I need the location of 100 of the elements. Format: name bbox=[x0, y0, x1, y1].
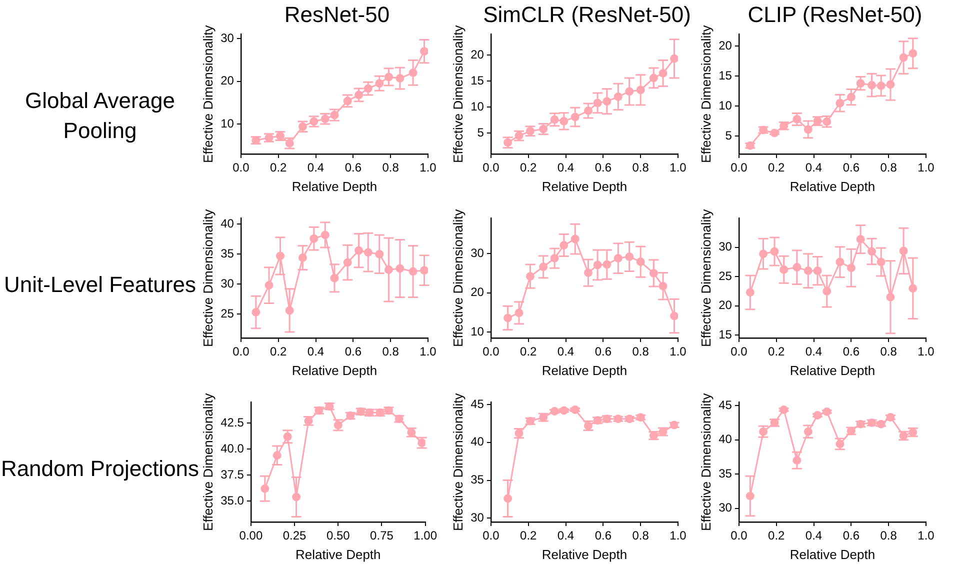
x-tick-label: 1.0 bbox=[918, 528, 935, 543]
y-axis-title: Effective Dimensionality bbox=[450, 208, 466, 347]
y-tick-label: 37.5 bbox=[220, 467, 244, 482]
x-tick-label: 0.0 bbox=[482, 344, 500, 359]
x-tick-label: 0.4 bbox=[307, 160, 324, 175]
x-tick-label: 0.0 bbox=[482, 528, 500, 543]
x-tick-label: 0.8 bbox=[880, 528, 898, 543]
x-tick-label: 0.2 bbox=[520, 160, 538, 175]
x-tick-label: 0.0 bbox=[482, 160, 500, 175]
y-tick-label: 35.0 bbox=[220, 493, 244, 508]
x-tick-label: 0.4 bbox=[805, 528, 822, 543]
x-tick-label: 1.0 bbox=[918, 344, 935, 359]
x-tick-label: 0.6 bbox=[842, 160, 860, 175]
y-tick-label: 40.0 bbox=[220, 441, 244, 456]
y-tick-label: 20 bbox=[220, 74, 234, 88]
x-tick-label: 0.6 bbox=[842, 344, 860, 359]
y-axis-title: Effective Dimensionality bbox=[200, 208, 216, 347]
x-tick-label: 0.8 bbox=[632, 160, 650, 175]
x-tick-label: 0.6 bbox=[594, 344, 612, 359]
y-tick-label: 15 bbox=[718, 327, 732, 342]
x-tick-label: 1.0 bbox=[918, 160, 935, 175]
y-tick-label: 25 bbox=[718, 268, 732, 283]
y-tick-label: 30 bbox=[718, 240, 732, 254]
y-tick-label: 45 bbox=[470, 396, 484, 411]
x-axis-title: Relative Depth bbox=[542, 546, 628, 562]
y-tick-label: 35 bbox=[470, 472, 484, 487]
x-tick-label: 0.6 bbox=[344, 344, 362, 359]
y-tick-label: 20 bbox=[718, 38, 732, 52]
text: Unit-Level Features bbox=[3, 271, 197, 299]
x-axis-title: Relative Depth bbox=[292, 362, 378, 378]
y-tick-label: 30 bbox=[470, 246, 484, 260]
y-axis-title: Effective Dimensionality bbox=[450, 392, 466, 531]
x-tick-label: 0.2 bbox=[270, 160, 288, 175]
x-axis-title: Relative Depth bbox=[542, 362, 628, 378]
y-tick-label: 20 bbox=[718, 298, 732, 312]
x-tick-label: 0.2 bbox=[768, 528, 786, 543]
x-tick-label: 0.8 bbox=[880, 344, 898, 359]
y-axis-title: Effective Dimensionality bbox=[698, 208, 714, 347]
x-tick-label: 0.8 bbox=[632, 344, 650, 359]
x-tick-label: 1.0 bbox=[670, 344, 687, 359]
x-tick-label: 0.4 bbox=[307, 344, 324, 359]
x-axis-title: Relative Depth bbox=[790, 362, 876, 378]
x-tick-label: 1.0 bbox=[670, 160, 687, 175]
y-tick-label: 35 bbox=[220, 246, 234, 260]
y-tick-label: 10 bbox=[220, 116, 234, 130]
y-axis-title: Effective Dimensionality bbox=[450, 24, 466, 163]
y-tick-label: 20 bbox=[470, 47, 484, 62]
x-axis-title: Relative Depth bbox=[296, 546, 381, 562]
y-tick-label: 40 bbox=[470, 434, 484, 449]
y-axis-title: Effective Dimensionality bbox=[698, 24, 714, 163]
x-tick-label: 0.8 bbox=[382, 344, 400, 359]
y-tick-label: 25 bbox=[220, 306, 234, 320]
y-tick-label: 30 bbox=[718, 500, 732, 515]
x-tick-label: 0.50 bbox=[326, 528, 350, 543]
y-tick-label: 40 bbox=[220, 216, 234, 231]
x-tick-label: 0.4 bbox=[805, 160, 822, 175]
x-tick-label: 0.0 bbox=[232, 344, 250, 359]
x-tick-label: 0.2 bbox=[768, 344, 786, 359]
y-tick-label: 5 bbox=[725, 128, 732, 142]
y-axis-title: Effective Dimensionality bbox=[200, 24, 216, 163]
y-tick-label: 30 bbox=[220, 276, 234, 290]
x-tick-label: 0.6 bbox=[594, 528, 612, 543]
x-tick-label: 0.8 bbox=[632, 528, 650, 543]
y-tick-label: 40 bbox=[718, 432, 732, 446]
y-tick-label: 30 bbox=[470, 510, 484, 525]
x-axis-title: Relative Depth bbox=[790, 546, 876, 562]
x-tick-label: 0.8 bbox=[382, 160, 400, 175]
y-tick-label: 10 bbox=[470, 324, 484, 338]
x-tick-label: 0.0 bbox=[730, 344, 748, 359]
x-tick-label: 1.0 bbox=[670, 528, 687, 543]
y-tick-label: 45 bbox=[718, 398, 732, 412]
x-tick-label: 1.0 bbox=[420, 344, 437, 359]
x-tick-label: 0.25 bbox=[282, 528, 307, 543]
x-tick-label: 0.4 bbox=[557, 344, 574, 359]
x-tick-label: 0.4 bbox=[805, 344, 822, 359]
text: Global Average Pooling bbox=[24, 87, 176, 145]
x-tick-label: 0.2 bbox=[768, 160, 786, 175]
y-tick-label: 15 bbox=[718, 68, 732, 82]
y-tick-label: 10 bbox=[470, 99, 484, 114]
y-tick-label: 30 bbox=[220, 30, 234, 45]
x-tick-label: 0.6 bbox=[594, 160, 612, 175]
x-tick-label: 1.00 bbox=[414, 528, 438, 543]
y-tick-label: 15 bbox=[470, 73, 484, 88]
chart-title: SimCLR (ResNet-50) bbox=[483, 2, 691, 27]
y-tick-label: 5 bbox=[477, 125, 484, 140]
x-axis-title: Relative Depth bbox=[542, 178, 628, 194]
y-tick-label: 42.5 bbox=[220, 415, 244, 430]
x-tick-label: 0.0 bbox=[730, 160, 748, 175]
x-tick-label: 0.2 bbox=[520, 528, 538, 543]
x-tick-label: 0.2 bbox=[270, 344, 288, 359]
x-tick-label: 0.4 bbox=[557, 160, 574, 175]
x-tick-label: 0.8 bbox=[880, 160, 898, 175]
x-tick-label: 0.0 bbox=[232, 160, 250, 175]
chart-title: ResNet-50 bbox=[284, 2, 390, 27]
y-tick-label: 20 bbox=[470, 285, 484, 300]
x-tick-label: 0.75 bbox=[370, 528, 394, 543]
x-tick-label: 1.0 bbox=[420, 160, 437, 175]
x-axis-title: Relative Depth bbox=[292, 178, 378, 194]
y-tick-label: 35 bbox=[718, 466, 732, 480]
y-axis-title: Effective Dimensionality bbox=[200, 392, 216, 531]
